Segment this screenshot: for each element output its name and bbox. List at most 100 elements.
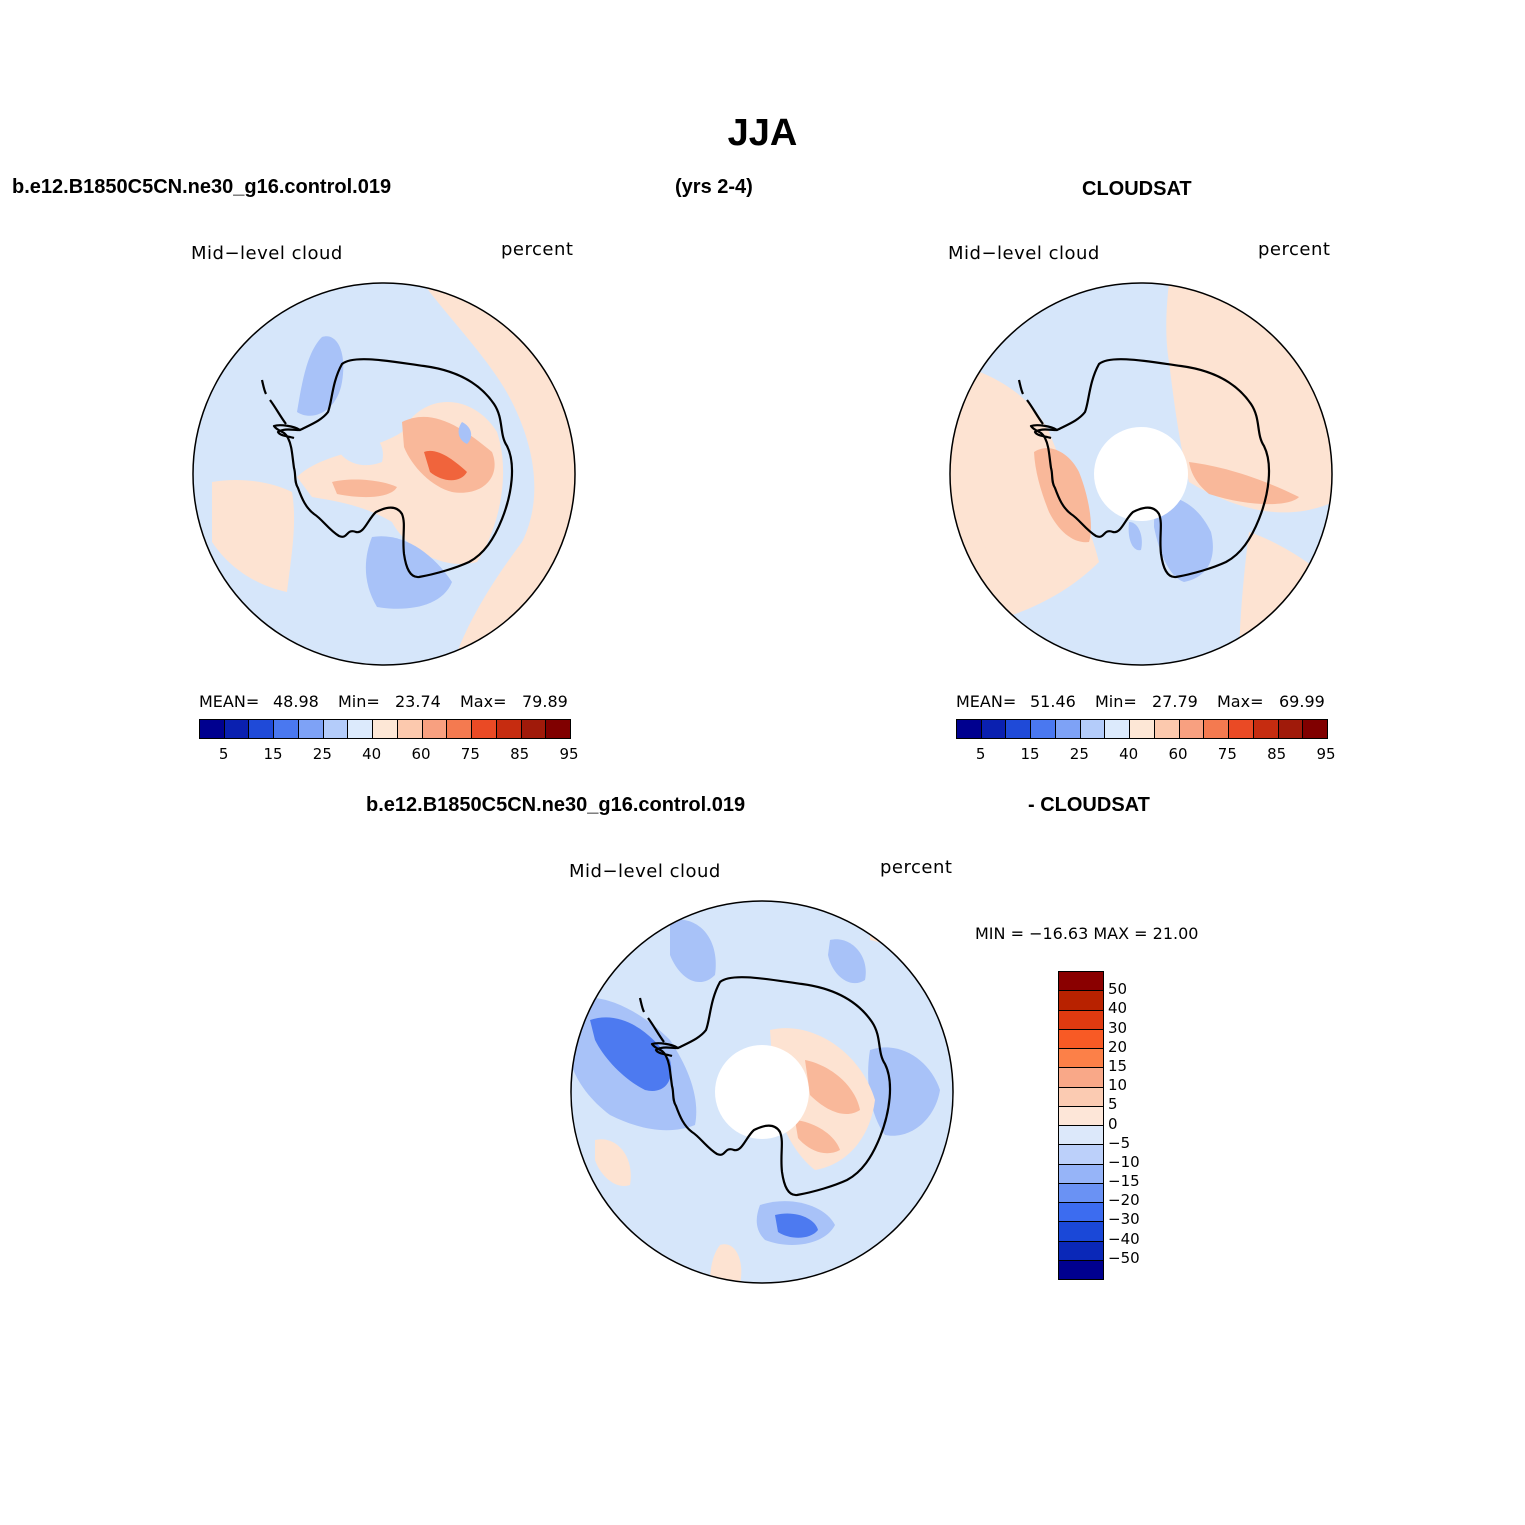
colorbar-tick-label: 30 [1108, 1018, 1128, 1037]
colorbar-tick-label: 95 [1316, 745, 1336, 763]
colorbar-tick-label: 5 [1108, 1095, 1118, 1114]
colorbar-swatch [224, 720, 250, 738]
contour-blue-deep [775, 1213, 818, 1238]
contour-blue-mid [1154, 496, 1213, 582]
contour-peach-mid [332, 479, 397, 498]
colorbar-swatch [1059, 972, 1103, 992]
colorbar-swatch [1130, 720, 1155, 738]
colorbar-swatch [1059, 1106, 1103, 1126]
contour-blue-mid [670, 919, 716, 983]
colorbar-swatch [496, 720, 522, 738]
colorbar-tick-label: 15 [1020, 745, 1040, 763]
colorbar-tick-label: 10 [1108, 1076, 1128, 1095]
diff-units-label: percent [880, 857, 953, 878]
years-header: (yrs 2-4) [675, 176, 753, 198]
colorbar-tick-label: 0 [1108, 1114, 1118, 1133]
colorbar-swatch [200, 720, 225, 738]
colorbar-swatch [249, 720, 275, 738]
model-min-value: 23.74 [395, 692, 441, 711]
colorbar-tick-label: 40 [1119, 745, 1139, 763]
model-mean-value: 48.98 [273, 692, 319, 711]
colorbar-swatch [1059, 1164, 1103, 1184]
obs-colorbar [956, 719, 1328, 739]
colorbar-swatch [1059, 1068, 1103, 1088]
colorbar-swatch [1059, 1145, 1103, 1165]
colorbar-tick-label: 15 [263, 745, 283, 763]
colorbar-tick-label: −50 [1108, 1248, 1140, 1267]
colorbar-swatch [1278, 720, 1304, 738]
obs-units-label: percent [1258, 239, 1331, 260]
colorbar-swatch [1059, 1241, 1103, 1261]
contour-blue-mid [828, 939, 866, 984]
colorbar-tick-label: 60 [411, 745, 431, 763]
obs-max-label: Max= [1217, 692, 1264, 711]
colorbar-swatch [1059, 1049, 1103, 1069]
colorbar-tick-label: −40 [1108, 1229, 1140, 1248]
map-border [192, 282, 576, 666]
colorbar-swatch [1059, 1087, 1103, 1107]
missing-data-hole [1094, 427, 1188, 521]
colorbar-tick-label: 75 [460, 745, 480, 763]
colorbar-tick-label: 25 [312, 745, 332, 763]
colorbar-swatch [1105, 720, 1131, 738]
obs-variable-label: Mid−level cloud [948, 243, 1100, 264]
colorbar-tick-label: 40 [1108, 999, 1128, 1018]
colorbar-tick-label: 5 [218, 745, 229, 763]
colorbar-swatch [1229, 720, 1254, 738]
contour-orange [424, 450, 467, 481]
map-border [570, 900, 954, 1284]
colorbar-tick-label: 60 [1168, 745, 1188, 763]
model-max-label: Max= [460, 692, 507, 711]
obs-polar-map [949, 282, 1333, 666]
obs-contour-field [950, 283, 1332, 665]
obs-min-label: Min= [1095, 692, 1137, 711]
colorbar-tick-label: −20 [1108, 1191, 1140, 1210]
diff-colorbar [1058, 971, 1104, 1280]
model-min-label: Min= [338, 692, 380, 711]
colorbar-tick-label: 15 [1108, 1056, 1128, 1075]
contour-peach-mid [1189, 462, 1299, 505]
diff-case-name-header: b.e12.B1850C5CN.ne30_g16.control.019 [366, 794, 746, 816]
colorbar-swatch [981, 720, 1007, 738]
colorbar-swatch [323, 720, 349, 738]
contour-blue-mid [458, 422, 472, 444]
colorbar-tick-label: 50 [1108, 980, 1128, 999]
contour-peach [595, 1139, 631, 1186]
contour-blue-deep [590, 1017, 672, 1091]
contour-peach-mid [805, 1060, 860, 1115]
diff-polar-map [570, 900, 954, 1284]
colorbar-swatch [1006, 720, 1032, 738]
colorbar-swatch [1059, 1029, 1103, 1049]
colorbar-swatch [1059, 1260, 1103, 1279]
colorbar-swatch [1179, 720, 1205, 738]
colorbar-swatch [1303, 720, 1328, 738]
colorbar-swatch [957, 720, 982, 738]
colorbar-tick-label: 25 [1069, 745, 1089, 763]
obs-max-value: 69.99 [1279, 692, 1325, 711]
contour-peach-mid [402, 416, 495, 493]
contour-blue-mid [1128, 522, 1142, 551]
colorbar-swatch [472, 720, 497, 738]
contour-blue-light [337, 431, 383, 466]
colorbar-swatch [1055, 720, 1081, 738]
contour-peach [710, 1244, 742, 1283]
colorbar-swatch [521, 720, 547, 738]
model-units-label: percent [501, 239, 574, 260]
colorbar-swatch [1253, 720, 1279, 738]
colorbar-swatch [274, 720, 299, 738]
colorbar-tick-label: −30 [1108, 1210, 1140, 1229]
colorbar-swatch [1080, 720, 1106, 738]
colorbar-swatch [348, 720, 374, 738]
model-variable-label: Mid−level cloud [191, 243, 343, 264]
contour-peach [422, 283, 575, 665]
model-contour-field [193, 283, 575, 665]
colorbar-swatch [546, 720, 571, 738]
diff-contour-field [571, 901, 953, 1283]
colorbar-swatch [1154, 720, 1180, 738]
colorbar-tick-label: 5 [975, 745, 986, 763]
obs-name-header: CLOUDSAT [1082, 178, 1192, 200]
missing-data-hole [715, 1045, 809, 1139]
colorbar-tick-label: 40 [362, 745, 382, 763]
obs-min-value: 27.79 [1152, 692, 1198, 711]
colorbar-swatch [1031, 720, 1056, 738]
